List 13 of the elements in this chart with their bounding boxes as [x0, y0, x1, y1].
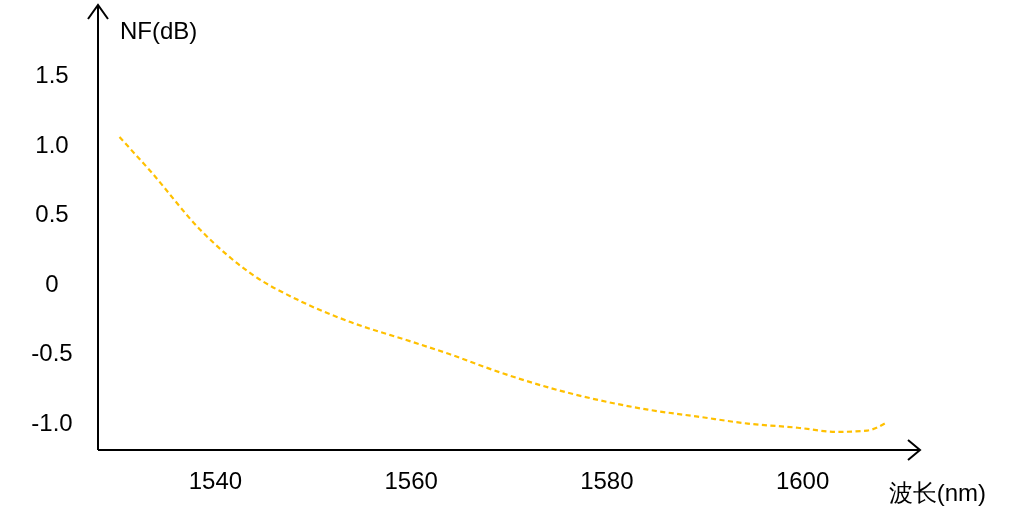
- y-tick-label: 0: [45, 269, 59, 297]
- x-tick-label: 1540: [188, 466, 243, 494]
- y-axis-title: NF(dB): [120, 16, 198, 44]
- x-tick-label: 1560: [384, 466, 438, 494]
- y-tick-label: 0.5: [35, 200, 69, 228]
- line-series: [118, 136, 886, 434]
- y-tick-label: -1.0: [31, 408, 73, 436]
- x-tick-label: 1600: [775, 466, 830, 494]
- x-axis-title: 波长(nm): [888, 478, 986, 506]
- y-tick-label: -0.5: [31, 339, 73, 367]
- y-tick-label: 1.0: [35, 130, 69, 158]
- y-tick-label: 1.5: [35, 61, 69, 89]
- x-tick-label: 1580: [580, 466, 634, 494]
